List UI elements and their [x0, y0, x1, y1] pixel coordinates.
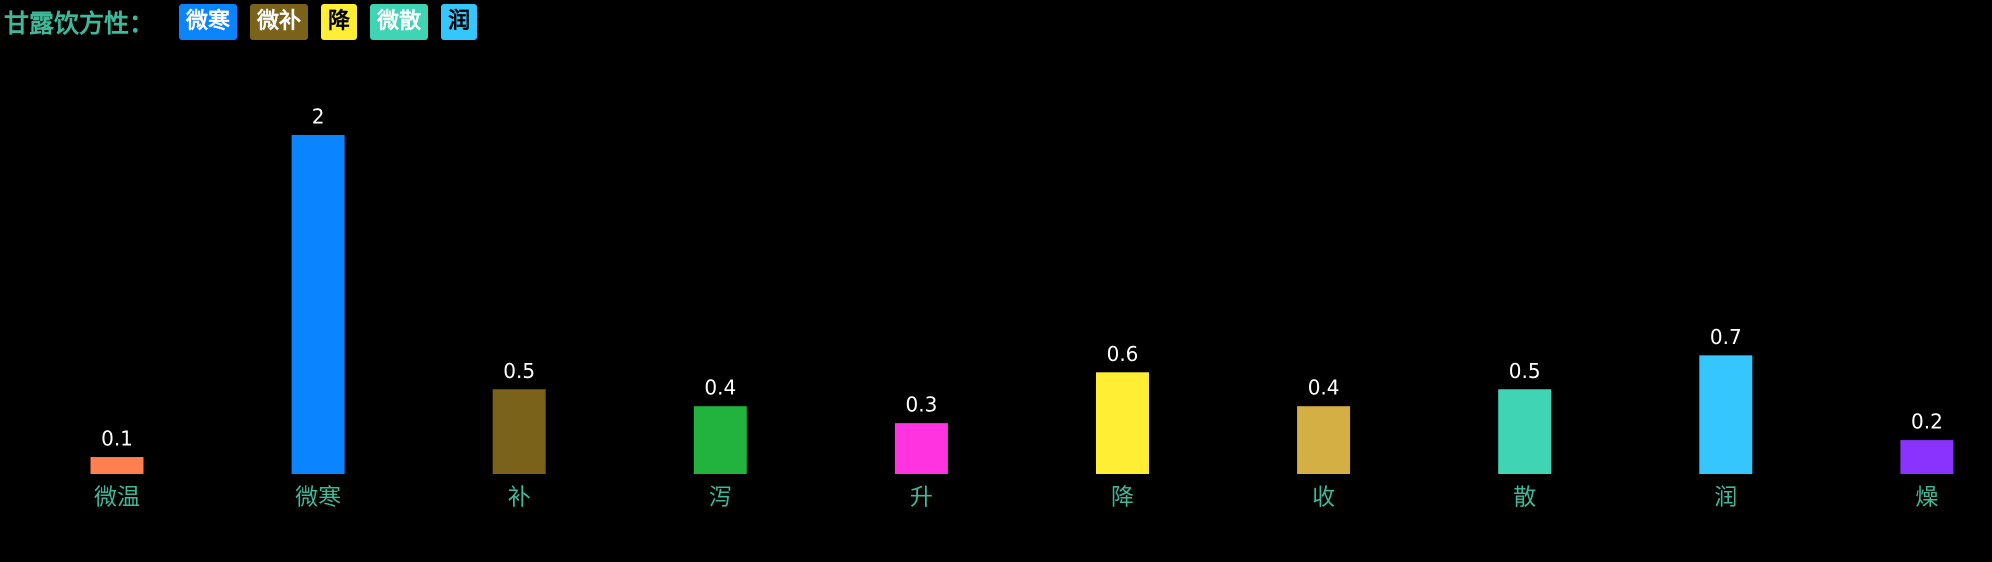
bar [1096, 372, 1149, 474]
value-label: 0.4 [704, 376, 736, 400]
tag: 微补 [250, 4, 309, 40]
x-tick-label: 补 [508, 485, 531, 511]
bar [90, 457, 144, 474]
value-label: 0.2 [1911, 410, 1943, 434]
value-label: 0.7 [1710, 325, 1742, 349]
value-label: 0.4 [1308, 376, 1340, 400]
x-tick-label: 润 [1714, 485, 1737, 511]
value-label: 0.6 [1107, 342, 1139, 366]
value-label: 0.3 [905, 393, 937, 417]
value-label: 2 [312, 105, 325, 129]
value-label: 0.5 [1509, 359, 1541, 383]
bar [894, 423, 948, 474]
bar [1297, 406, 1351, 474]
title: 甘露饮方性： [4, 9, 155, 38]
x-tick-label: 微温 [94, 485, 140, 511]
bar [492, 389, 546, 474]
tag: 降 [321, 4, 358, 40]
tag: 微散 [370, 4, 429, 40]
bar [291, 135, 345, 474]
bar [1498, 389, 1552, 474]
x-tick-label: 泻 [709, 485, 732, 511]
value-label: 0.1 [101, 427, 133, 451]
tag: 润 [441, 4, 478, 40]
x-tick-label: 升 [910, 485, 933, 511]
x-tick-label: 微寒 [295, 485, 341, 511]
x-tick-label: 燥 [1915, 485, 1938, 511]
x-tick-label: 降 [1111, 485, 1134, 511]
bar [1900, 440, 1954, 474]
value-label: 0.5 [503, 359, 535, 383]
bar [693, 406, 747, 474]
x-tick-label: 散 [1513, 485, 1536, 511]
tag: 微寒 [179, 4, 238, 40]
header: 甘露饮方性： 微寒 微补降微散润 [4, 4, 478, 40]
x-tick-label: 收 [1312, 485, 1335, 511]
bar [1699, 355, 1753, 474]
